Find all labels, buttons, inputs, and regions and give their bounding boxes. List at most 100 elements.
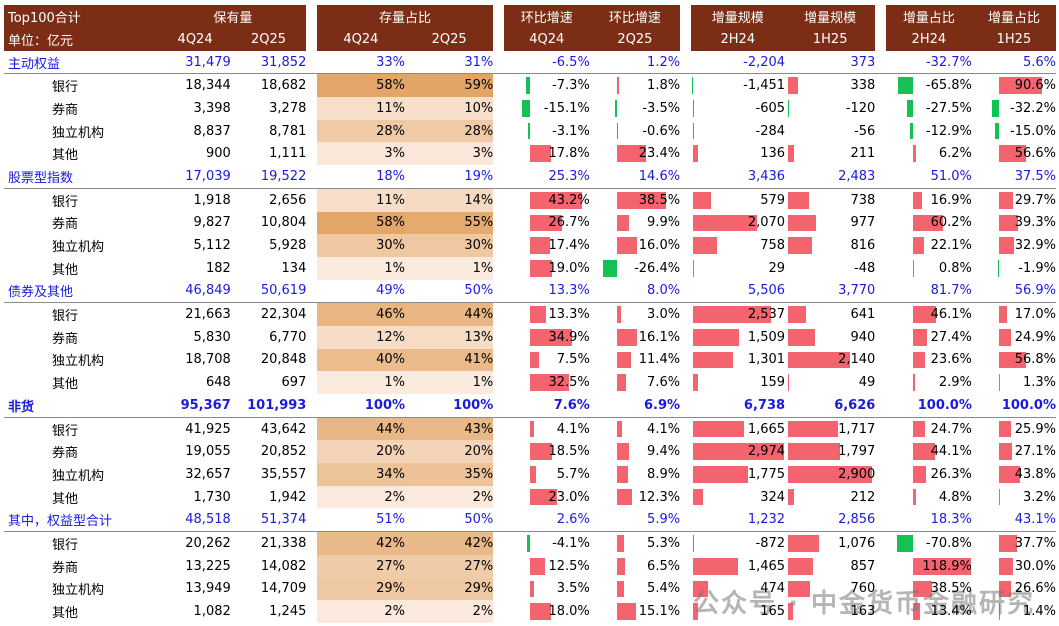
stock-share-value: 2% (405, 485, 494, 509)
increment-share-value: 30.0% (972, 555, 1056, 578)
data-bar (529, 328, 572, 346)
bar-value: 1,301 (747, 352, 786, 368)
increment-value: 641 (785, 303, 875, 326)
data-bar (602, 259, 617, 277)
bar-value: -872 (755, 535, 786, 551)
stock-share-value: 29% (405, 577, 494, 601)
increment-value: 1,076 (785, 532, 875, 555)
growth-value: 34.9% (504, 326, 590, 349)
data-bar (998, 603, 1000, 620)
row-label: 银行 (52, 194, 79, 210)
holding-value: 20,262 (185, 535, 231, 551)
holding-value: 41,925 (185, 421, 231, 437)
row-label: 其他 (52, 262, 79, 278)
bar-value: 4.1% (556, 421, 590, 437)
data-bar (693, 145, 698, 163)
bar-value: 13.3% (548, 307, 590, 323)
stock-share-value: 34% (316, 463, 406, 486)
holding-value: 648 (205, 375, 231, 391)
holding-value: 1,918 (193, 192, 231, 208)
data-bar (616, 77, 620, 95)
bar-value: 25.9% (1014, 421, 1056, 437)
bar-value: 34.9% (548, 329, 590, 345)
holding-value: 3,278 (269, 100, 307, 116)
holding-value: 8,781 (269, 123, 307, 139)
growth-value: 5.7% (504, 463, 590, 486)
growth-value: -7.3% (504, 74, 590, 97)
increment-value: 2,974 (691, 440, 785, 463)
bar-value: 1,775 (747, 466, 786, 482)
increment-value: 3,770 (785, 280, 876, 304)
increment-value: 940 (785, 326, 875, 349)
sub-row: 独立机构 8,837 8,781 28% 28% -3.1% -0.6% -284 -56 -12… (4, 119, 1056, 143)
data-bar (616, 145, 647, 163)
bar-value: -48 (854, 260, 876, 276)
bar-value: 30.0% (1014, 558, 1056, 574)
bar-value: 26.7% (548, 215, 590, 231)
bar-value: -32.2% (1010, 100, 1056, 116)
data-bar (527, 535, 530, 552)
growth-value: 16.1% (590, 326, 680, 349)
bar-value: 23.4% (638, 146, 681, 162)
bar-value: 11.4% (638, 352, 681, 368)
bar-value: 1,509 (747, 329, 786, 345)
data-bar (693, 420, 745, 438)
bar-value: 136 (760, 146, 786, 162)
stock-share-value: 41% (405, 348, 494, 372)
data-bar (693, 374, 699, 391)
bar-value: 7.5% (556, 352, 590, 368)
bar-value: 118.9% (922, 558, 972, 574)
bar-value: 18.5% (548, 444, 590, 460)
increment-value: 1,717 (785, 418, 875, 441)
increment-value: 2,483 (785, 165, 876, 189)
growth-value: 6.9% (589, 394, 681, 418)
increment-share-value: 46.1% (886, 303, 972, 326)
holding-value: 51,374 (230, 508, 307, 533)
data-bar (787, 328, 816, 346)
bar-value: 24.7% (930, 421, 972, 437)
sub-row: 独立机构 32,657 35,557 34% 35% 5.7% 8.9% 1,775 2,900… (4, 463, 1056, 486)
bar-value: 15.1% (638, 604, 681, 620)
growth-value: 25.3% (503, 165, 590, 189)
row-label: 非货 (4, 394, 160, 418)
data-bar (529, 603, 552, 620)
stock-share-value: 14% (405, 188, 494, 212)
row-label: 券商 (52, 102, 79, 118)
sub-row: 银行 20,262 21,338 42% 42% -4.1% 5.3% -872 1,076 -7… (4, 532, 1056, 555)
bar-value: 24.9% (1014, 329, 1056, 345)
increment-value: 136 (691, 142, 785, 165)
increment-share-value: 6.2% (886, 142, 972, 165)
holding-value: 3,398 (193, 100, 231, 116)
data-bar (616, 557, 626, 575)
data-bar (693, 443, 785, 461)
bar-value: 5.7% (556, 466, 590, 482)
bar-value: 857 (850, 558, 876, 574)
holding-value: 2,656 (269, 192, 307, 208)
increment-share-value: 51.0% (885, 165, 972, 189)
bar-value: 37.7% (1014, 535, 1056, 551)
data-bar (998, 306, 1007, 323)
table-header: Top100合计 保有量 存量占比 环比增速 环比增速 增量规模 增量规模 增量… (4, 5, 1056, 51)
row-label: 其他 (52, 377, 79, 393)
bar-value: 3.5% (556, 581, 590, 597)
data-bar (527, 122, 530, 140)
bar-value: 3.2% (1022, 489, 1056, 505)
bar-value: -3.5% (642, 100, 681, 116)
bar-value: 338 (850, 78, 876, 94)
bar-value: 579 (760, 192, 786, 208)
increment-value: 474 (691, 578, 785, 601)
holding-value: 13,225 (185, 558, 231, 574)
data-bar (693, 466, 748, 483)
data-bar (787, 443, 841, 461)
increment-share-value: 27.4% (886, 326, 972, 349)
data-bar (529, 351, 539, 369)
sub-row: 其他 1,730 1,942 2% 2% 23.0% 12.3% 324 212 4.8% 3.2% (4, 485, 1056, 509)
data-bar (998, 466, 1020, 483)
increment-share-value: 0.8% (886, 257, 972, 280)
data-bar (913, 237, 925, 254)
header-period: 1H25 (971, 28, 1056, 51)
bar-value: 4.8% (938, 489, 972, 505)
bar-value: -0.6% (642, 123, 681, 139)
holding-value: 31,479 (159, 51, 231, 75)
stock-share-value: 18% (316, 165, 406, 189)
